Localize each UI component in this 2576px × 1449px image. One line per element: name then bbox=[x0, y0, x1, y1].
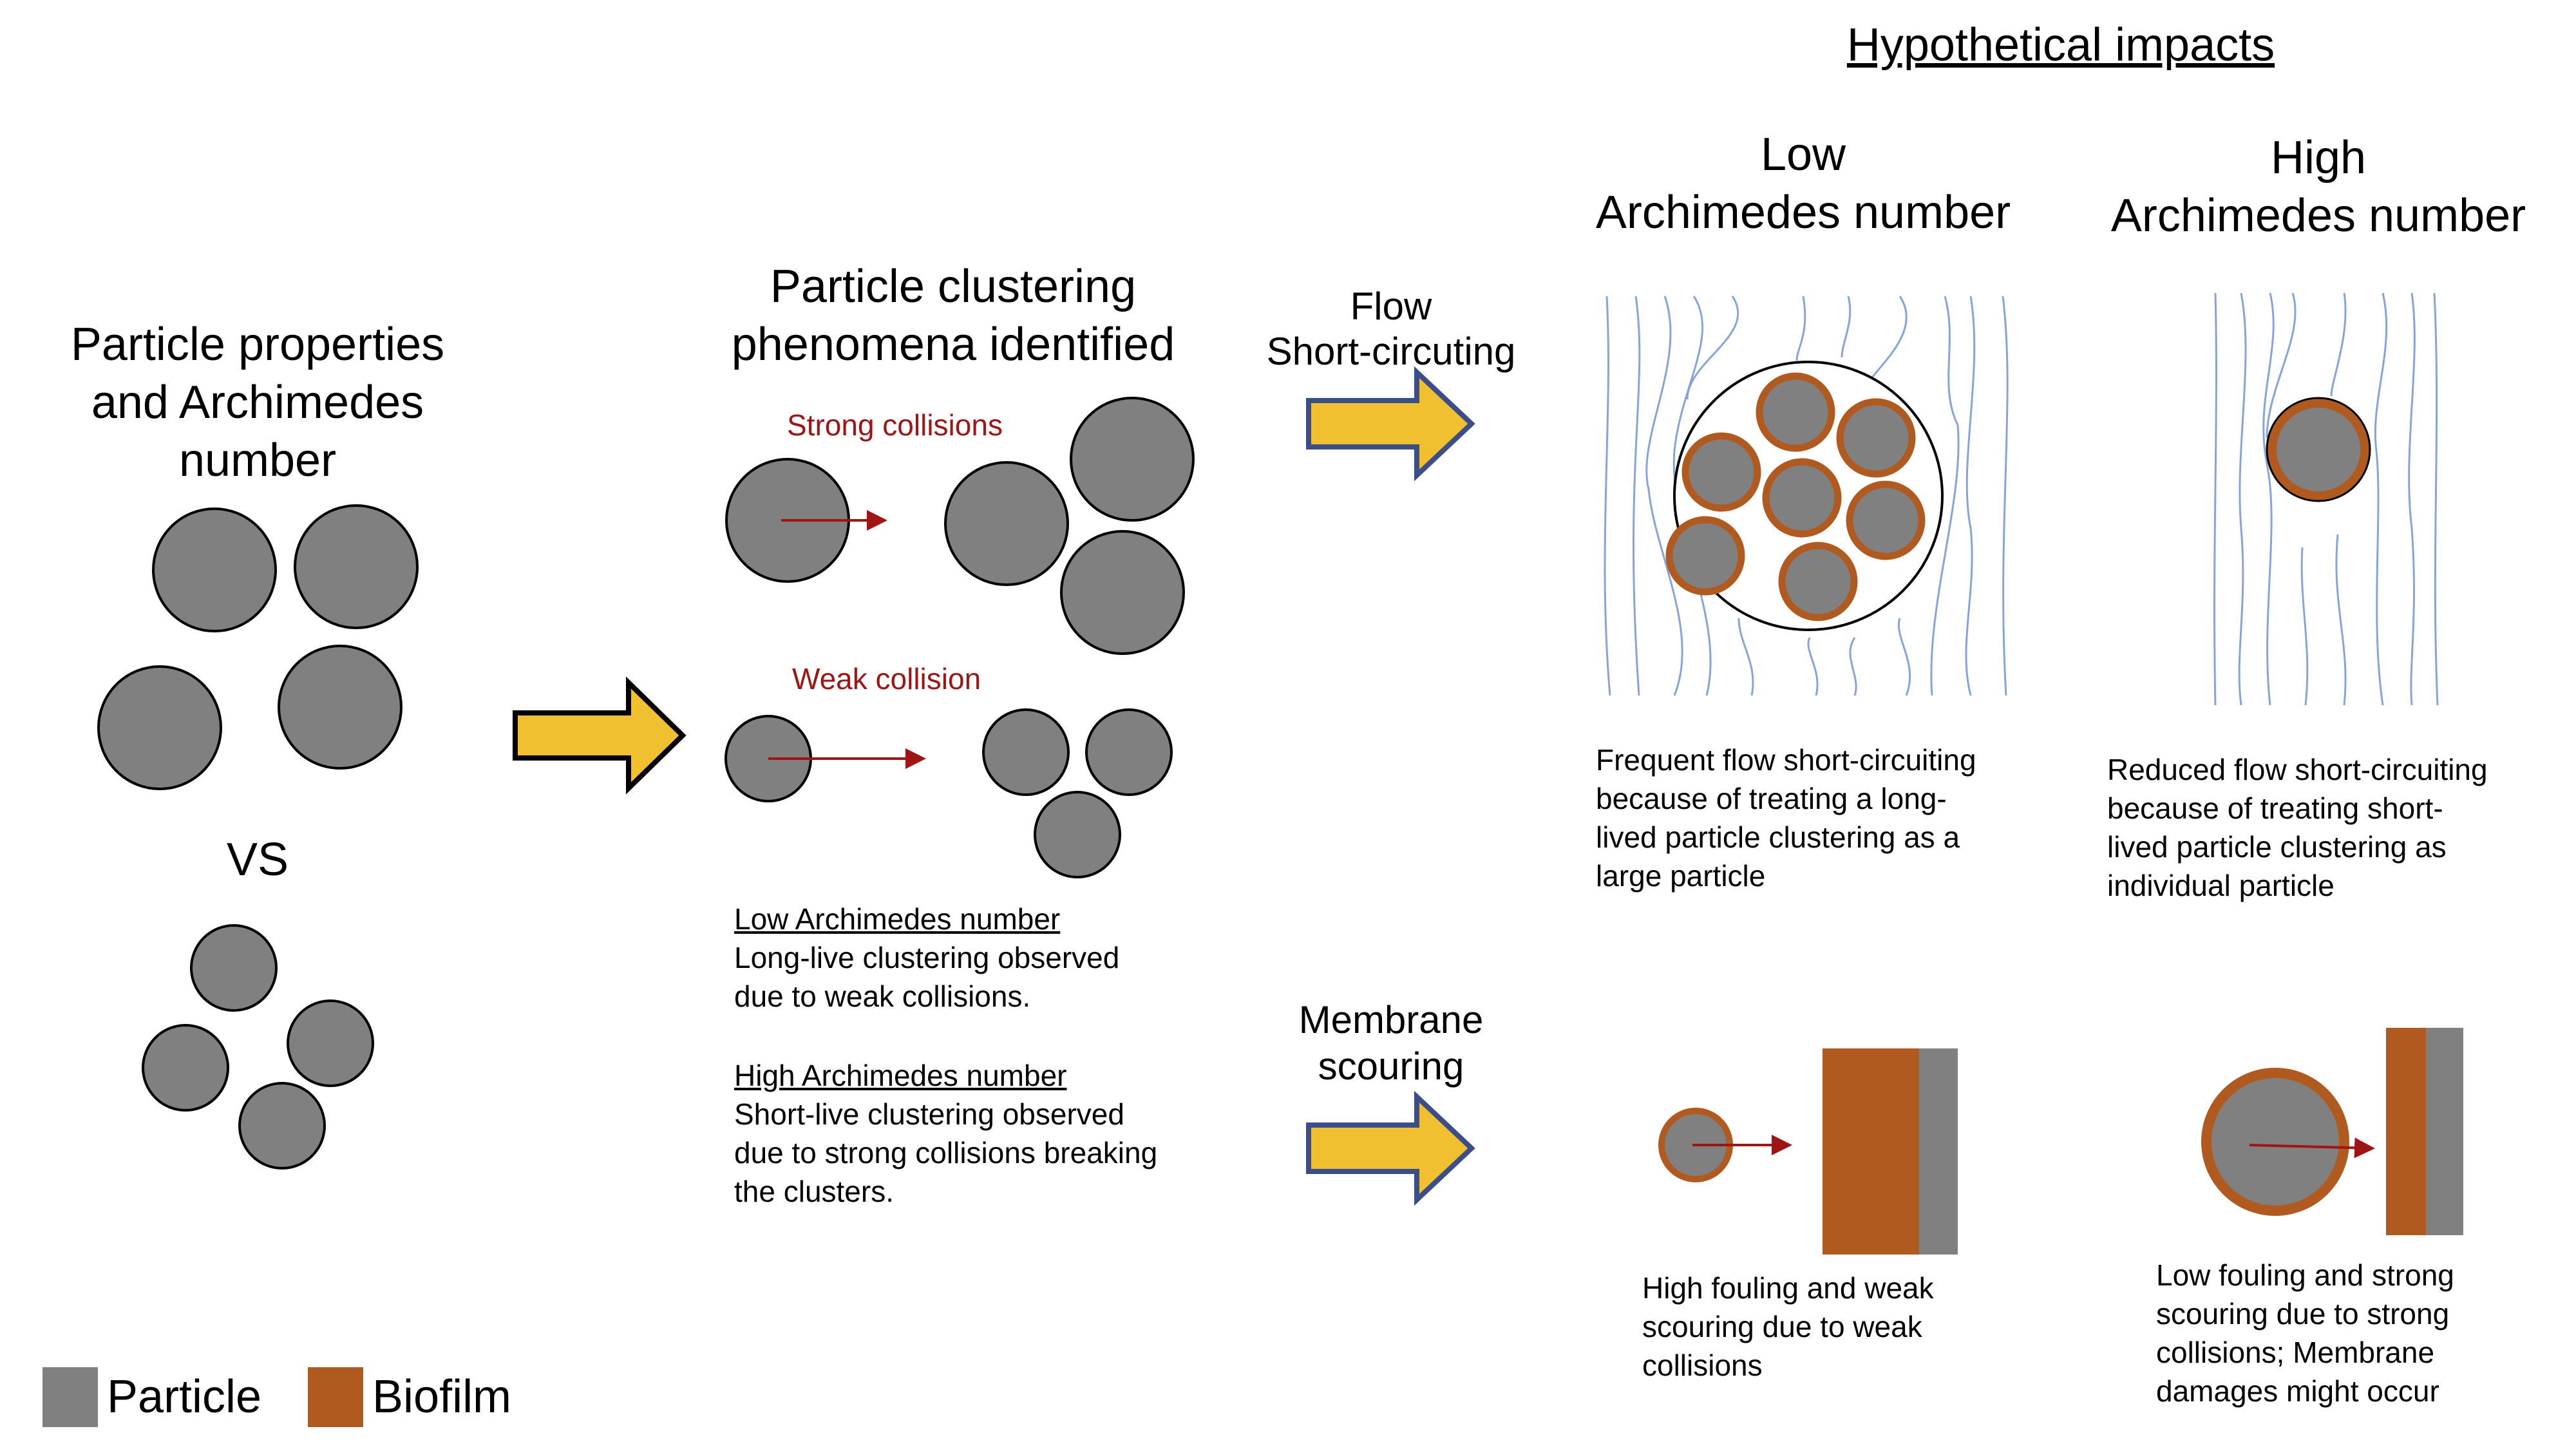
low-archimedes-text-line1: Long-live clustering observed bbox=[734, 941, 1120, 974]
high-flow-caption-line2: because of treating short- bbox=[2107, 791, 2443, 825]
low-membrane-caption-line1: High fouling and weak bbox=[1642, 1271, 1934, 1305]
low-column-heading-line1: Low bbox=[1760, 129, 1846, 180]
low-flow-caption-line2: because of treating a long- bbox=[1596, 782, 1947, 815]
high-archimedes-heading: High Archimedes number bbox=[734, 1059, 1067, 1092]
low-flow-caption-line4: large particle bbox=[1596, 859, 1766, 893]
high-archimedes-text-line3: the clusters. bbox=[734, 1175, 894, 1208]
high-archimedes-text-line2: due to strong collisions breaking bbox=[734, 1136, 1158, 1170]
high-streamlines bbox=[2213, 292, 2439, 706]
particle bbox=[982, 708, 1070, 796]
flow-arrow bbox=[1306, 366, 1475, 482]
membrane-label-line1: Membrane bbox=[1298, 998, 1484, 1041]
coated-particle bbox=[2201, 1068, 2349, 1216]
low-column-heading-line2: Archimedes number bbox=[1595, 187, 2011, 238]
high-column-heading-line1: High bbox=[2270, 132, 2367, 184]
large-particles-group bbox=[97, 504, 419, 790]
small-particles-group bbox=[142, 924, 374, 1170]
legend-particle-label: Particle bbox=[107, 1371, 262, 1423]
coated-particle bbox=[1836, 398, 1916, 478]
particle bbox=[1034, 791, 1121, 878]
weak-collision-group bbox=[724, 708, 1173, 878]
low-flow-caption-line1: Frequent flow short-circuiting bbox=[1596, 743, 1976, 777]
high-column-heading-line2: Archimedes number bbox=[2110, 190, 2526, 242]
particle bbox=[287, 999, 374, 1087]
particle bbox=[1070, 397, 1195, 522]
particle bbox=[142, 1024, 229, 1112]
low-membrane-group bbox=[1658, 1048, 1958, 1255]
flow-label-line1: Flow bbox=[1350, 285, 1432, 328]
low-archimedes-text-line2: due to weak collisions. bbox=[734, 980, 1031, 1013]
high-membrane-caption-line4: damages might occur bbox=[2156, 1374, 2439, 1408]
vs-label: VS bbox=[226, 834, 289, 886]
left-title-line3: number bbox=[178, 435, 337, 486]
low-membrane-caption-line3: collisions bbox=[1642, 1349, 1763, 1382]
legend-biofilm-label: Biofilm bbox=[372, 1371, 512, 1423]
high-membrane-group bbox=[2201, 1028, 2463, 1235]
coated-particle bbox=[1762, 458, 1842, 538]
collision-arrow bbox=[2249, 1137, 2375, 1159]
coated-particle bbox=[1778, 542, 1858, 621]
strong-collision-group bbox=[725, 397, 1195, 655]
middle-title-line1: Particle clustering bbox=[770, 261, 1137, 312]
high-flow-caption-line3: lived particle clustering as bbox=[2107, 830, 2447, 864]
particle bbox=[1085, 708, 1173, 796]
weak-collision-label: Weak collision bbox=[792, 662, 981, 696]
legend-biofilm-swatch bbox=[308, 1367, 363, 1427]
biofilm-layer bbox=[2386, 1028, 2426, 1235]
particle bbox=[944, 461, 1069, 586]
low-membrane-caption-line2: scouring due to weak bbox=[1642, 1310, 1922, 1343]
high-membrane-caption-line3: collisions; Membrane bbox=[2156, 1336, 2435, 1369]
particle bbox=[1060, 530, 1185, 655]
biofilm-cluster bbox=[1665, 372, 1926, 621]
membrane-arrow bbox=[1306, 1090, 1475, 1206]
particle bbox=[238, 1082, 326, 1170]
left-title-line1: Particle properties bbox=[70, 319, 445, 370]
particle bbox=[190, 924, 278, 1012]
strong-collisions-label: Strong collisions bbox=[787, 408, 1003, 442]
particle bbox=[278, 645, 402, 770]
low-flow-caption-line3: lived particle clustering as a bbox=[1596, 820, 1960, 854]
particle bbox=[97, 665, 222, 790]
high-membrane-caption-line2: scouring due to strong bbox=[2156, 1297, 2450, 1331]
membrane-label-line2: scouring bbox=[1318, 1045, 1464, 1088]
high-archimedes-text-line1: Short-live clustering observed bbox=[734, 1097, 1124, 1131]
process-arrow bbox=[513, 676, 687, 795]
membrane-layer bbox=[2426, 1028, 2463, 1235]
particle bbox=[152, 507, 277, 632]
middle-title-line2: phenomena identified bbox=[731, 319, 1175, 370]
coated-particle bbox=[2268, 399, 2369, 500]
particle bbox=[294, 504, 419, 629]
coated-particle bbox=[1665, 516, 1745, 596]
low-streamlines bbox=[1604, 296, 2009, 696]
low-archimedes-heading: Low Archimedes number bbox=[734, 902, 1061, 936]
hypothetical-impacts-title: Hypothetical impacts bbox=[1846, 19, 2275, 71]
cluster-outline bbox=[2266, 397, 2371, 502]
coated-particle bbox=[1681, 432, 1761, 512]
high-flow-caption-line4: individual particle bbox=[2107, 869, 2334, 902]
membrane-layer bbox=[1919, 1048, 1958, 1255]
coated-particle bbox=[1756, 372, 1835, 452]
coated-particle bbox=[1846, 480, 1926, 560]
left-title-line2: and Archimedes bbox=[91, 377, 424, 428]
high-membrane-caption-line1: Low fouling and strong bbox=[2156, 1258, 2454, 1292]
legend-particle-swatch bbox=[43, 1367, 98, 1427]
high-flow-caption-line1: Reduced flow short-circuiting bbox=[2107, 753, 2488, 786]
biofilm-layer bbox=[1823, 1048, 1919, 1255]
flow-label-line2: Short-circuting bbox=[1266, 330, 1516, 373]
